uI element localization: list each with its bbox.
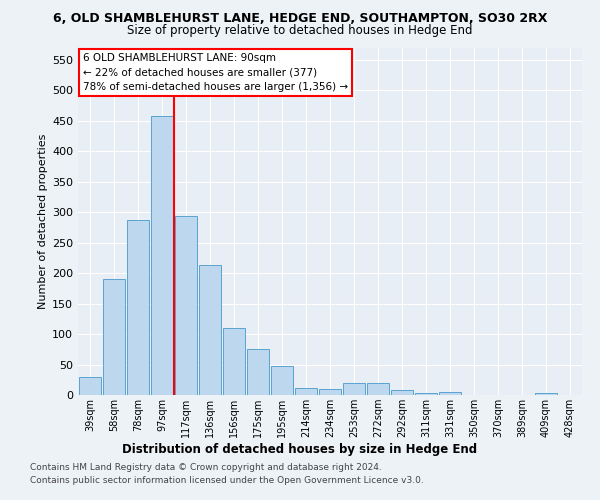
Text: 6, OLD SHAMBLEHURST LANE, HEDGE END, SOUTHAMPTON, SO30 2RX: 6, OLD SHAMBLEHURST LANE, HEDGE END, SOU… (53, 12, 547, 26)
Bar (223, 328, 245, 395)
Bar (79, 376, 101, 395)
Bar (319, 389, 341, 395)
Text: Contains HM Land Registry data © Crown copyright and database right 2024.: Contains HM Land Registry data © Crown c… (30, 464, 382, 472)
Bar (247, 350, 269, 395)
Bar (295, 388, 317, 395)
Bar (415, 393, 437, 395)
Bar (271, 366, 293, 395)
Bar (439, 392, 461, 395)
Bar (367, 383, 389, 395)
Bar (343, 383, 365, 395)
Bar (391, 390, 413, 395)
Bar (199, 265, 221, 395)
Bar (175, 216, 197, 395)
Bar (151, 116, 173, 395)
Y-axis label: Number of detached properties: Number of detached properties (38, 134, 48, 309)
Bar (103, 279, 125, 395)
Text: Distribution of detached houses by size in Hedge End: Distribution of detached houses by size … (122, 442, 478, 456)
Bar (127, 220, 149, 395)
Text: Contains public sector information licensed under the Open Government Licence v3: Contains public sector information licen… (30, 476, 424, 485)
Text: Size of property relative to detached houses in Hedge End: Size of property relative to detached ho… (127, 24, 473, 37)
Text: 6 OLD SHAMBLEHURST LANE: 90sqm
← 22% of detached houses are smaller (377)
78% of: 6 OLD SHAMBLEHURST LANE: 90sqm ← 22% of … (83, 52, 348, 92)
Bar (535, 392, 557, 395)
